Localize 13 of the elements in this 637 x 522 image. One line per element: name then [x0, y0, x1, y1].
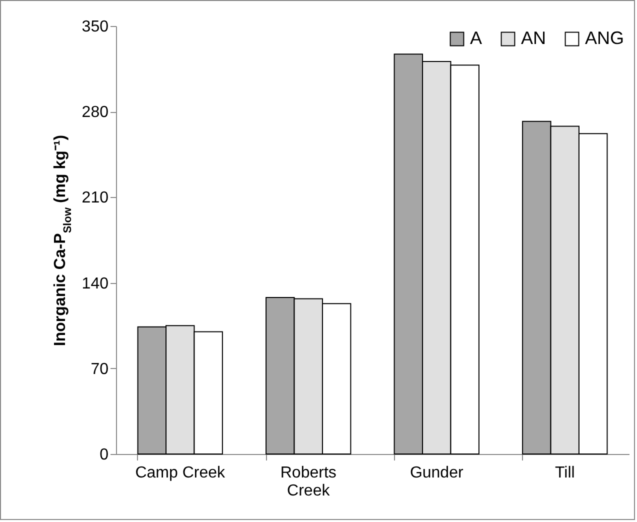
y-tick-label: 70: [90, 360, 109, 378]
y-tick-label: 280: [82, 104, 109, 122]
legend-label: AN: [521, 28, 546, 48]
x-tick-label: Roberts Creek: [280, 464, 336, 500]
legend-label: ANG: [585, 28, 624, 48]
legend-label: A: [470, 28, 482, 48]
y-tick-label: 140: [82, 275, 109, 292]
x-tick-label: Camp Creek: [135, 464, 226, 482]
y-tick-label: 210: [82, 190, 109, 207]
y-tick-label: 0: [100, 446, 109, 464]
y-tick-label: 350: [82, 18, 109, 36]
x-tick-label: Till: [554, 464, 575, 482]
x-tick-label: Gunder: [410, 464, 464, 482]
